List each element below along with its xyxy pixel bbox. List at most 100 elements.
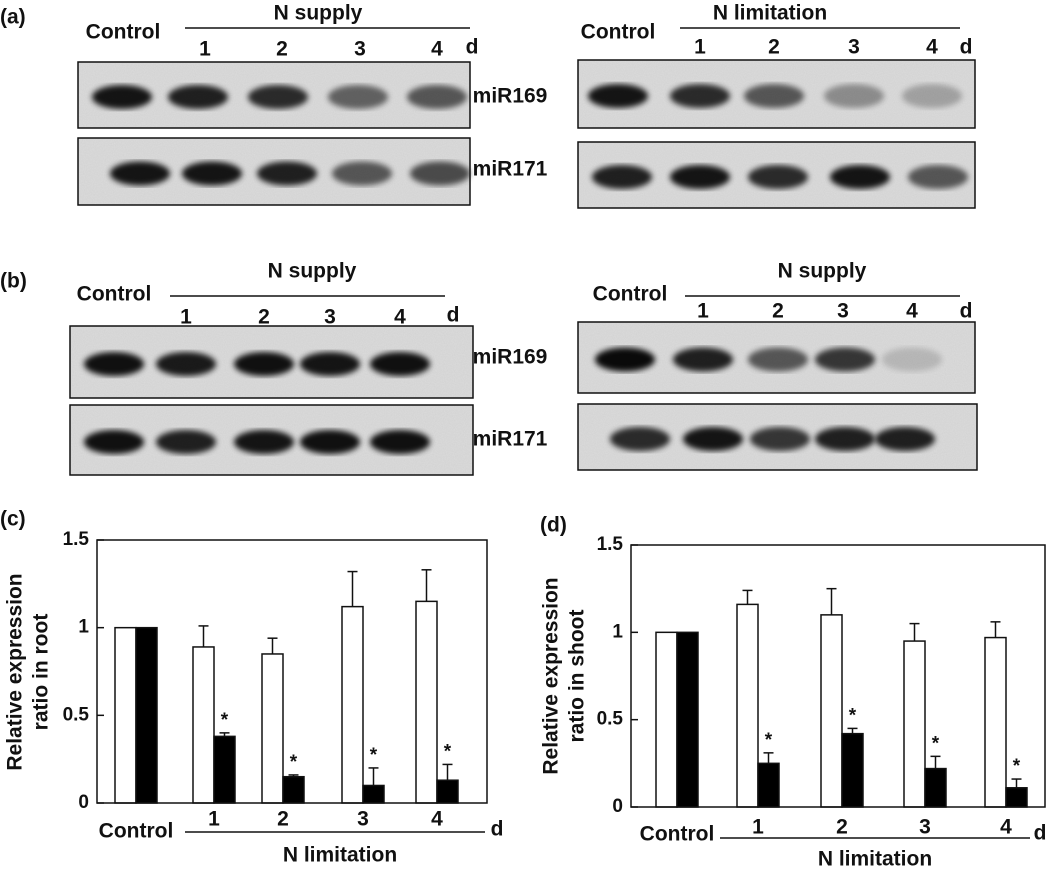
- blot-band: [595, 347, 655, 372]
- x-unit-label: d: [1034, 822, 1047, 845]
- blot-band: [815, 347, 875, 372]
- row-label: miR171: [473, 158, 548, 181]
- y-axis-label: Relative expression: [540, 577, 563, 774]
- blot-band: [92, 85, 152, 109]
- x-tick-label: 4: [1000, 816, 1012, 839]
- x-tick-label: 1: [752, 816, 764, 839]
- lane-label: 4: [906, 300, 918, 323]
- bar: [1005, 787, 1028, 808]
- blot-band: [673, 347, 733, 372]
- treatment-label: N supply: [268, 260, 357, 283]
- blot-band: [610, 427, 670, 451]
- blot-band: [744, 84, 804, 108]
- blot-band: [407, 85, 467, 109]
- significance-marker: *: [932, 733, 940, 754]
- blot-band: [670, 165, 730, 189]
- blot-band: [84, 430, 144, 454]
- blot-band: [683, 427, 743, 451]
- blot-frame: [77, 137, 471, 206]
- panel-label: (c): [0, 508, 26, 531]
- y-tick-label: 0: [78, 792, 89, 813]
- row-label: miR169: [473, 346, 548, 369]
- control-label: Control: [581, 21, 656, 44]
- blot-band: [748, 165, 808, 189]
- bar: [341, 605, 364, 804]
- blot-band: [300, 430, 360, 454]
- x-tick-label: Control: [99, 820, 174, 843]
- treatment-label: N supply: [274, 2, 363, 25]
- lane-label: 1: [694, 36, 706, 59]
- x-tick-label: 1: [208, 808, 220, 831]
- bar: [655, 631, 678, 808]
- blot-frame: [577, 403, 978, 471]
- y-tick-label: 0.5: [597, 709, 624, 730]
- bar: [820, 614, 843, 808]
- x-tick-label: 2: [277, 808, 289, 831]
- bar: [676, 631, 699, 808]
- bar: [436, 779, 459, 804]
- blot-band: [830, 165, 890, 189]
- blot-band: [824, 84, 884, 108]
- treatment-label: N supply: [778, 260, 867, 283]
- x-tick-label: 3: [919, 816, 931, 839]
- unit-label: d: [447, 304, 460, 327]
- bar: [757, 762, 780, 808]
- plot-frame: [96, 539, 488, 804]
- blot-band: [882, 347, 942, 372]
- row-label: miR169: [473, 85, 548, 108]
- lane-label: 4: [431, 38, 443, 61]
- y-tick-label: 0.5: [63, 704, 90, 725]
- control-label: Control: [593, 283, 668, 306]
- y-tick-label: 1.5: [63, 529, 90, 550]
- blot-band: [815, 427, 875, 451]
- blot-band: [257, 161, 317, 186]
- blot-band: [908, 165, 968, 189]
- blot-band: [370, 430, 430, 454]
- lane-label: 1: [199, 38, 211, 61]
- blot-band: [875, 427, 935, 451]
- y-tick-label: 1: [78, 617, 89, 638]
- bar: [924, 767, 947, 808]
- blot-band: [168, 85, 228, 109]
- blot-band: [156, 430, 216, 454]
- y-tick-label: 0: [612, 796, 623, 817]
- significance-marker: *: [290, 752, 298, 773]
- blot-band: [182, 161, 242, 186]
- panel-label: (a): [0, 6, 26, 29]
- lane-label: 3: [324, 306, 336, 329]
- y-tick-label: 1: [612, 621, 623, 642]
- control-label: Control: [86, 21, 161, 44]
- significance-marker: *: [221, 710, 229, 731]
- treatment-label: N limitation: [713, 2, 827, 25]
- blot-frame: [69, 325, 474, 399]
- blot-band: [592, 165, 652, 189]
- significance-marker: *: [765, 730, 773, 751]
- x-tick-label: 4: [431, 808, 443, 831]
- blot-band: [300, 352, 360, 376]
- x-tick-label: 2: [836, 816, 848, 839]
- blot-band: [156, 352, 216, 376]
- blot-band: [588, 84, 648, 108]
- blot-frame: [577, 141, 976, 209]
- blot-band: [234, 352, 294, 376]
- blot-band: [328, 85, 388, 109]
- panel-label: (d): [540, 514, 567, 537]
- blot-frame: [77, 61, 471, 129]
- control-label: Control: [77, 283, 152, 306]
- lane-label: 2: [772, 300, 784, 323]
- lane-label: 4: [926, 36, 938, 59]
- bar: [736, 603, 759, 808]
- unit-label: d: [960, 300, 973, 323]
- blot-band: [902, 84, 962, 108]
- significance-marker: *: [1013, 756, 1021, 777]
- blot-frame: [577, 321, 976, 394]
- lane-label: 2: [258, 306, 270, 329]
- y-axis-label: ratio in shoot: [566, 610, 589, 743]
- lane-label: 3: [354, 38, 366, 61]
- blot-band: [410, 161, 470, 186]
- bar: [282, 775, 305, 804]
- x-tick-label: 3: [357, 808, 369, 831]
- x-axis-label: N limitation: [283, 844, 397, 867]
- lane-label: 3: [848, 36, 860, 59]
